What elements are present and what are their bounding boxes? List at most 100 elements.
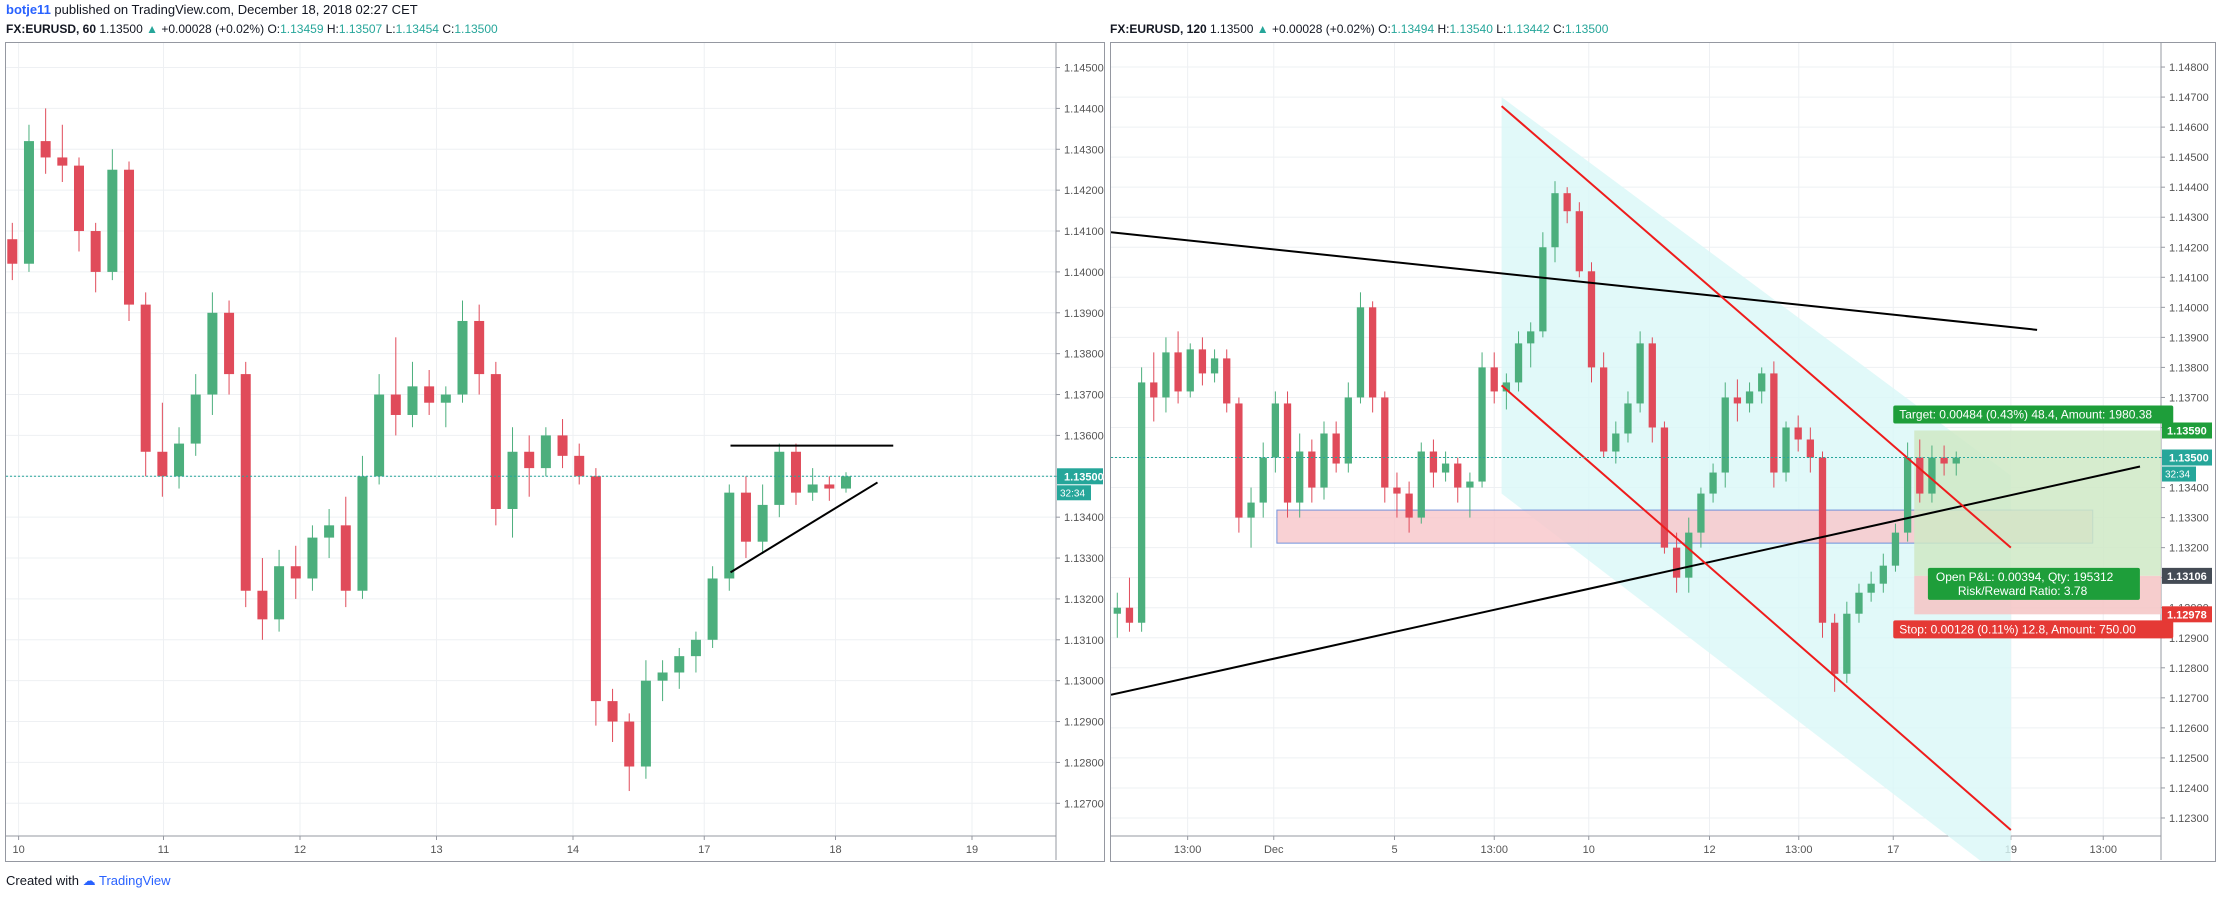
candle-body: [690, 639, 701, 657]
y-tick-label: 1.14300: [2169, 212, 2209, 224]
candle-body: [707, 578, 718, 640]
open-value: 1.13459: [280, 22, 324, 36]
y-tick-label: 1.13100: [1064, 635, 1104, 647]
y-tick-label: 1.13400: [1064, 512, 1104, 524]
candle-body: [1223, 358, 1231, 404]
candle-body: [1162, 352, 1170, 398]
chart-svg-right[interactable]: 1.14800 1.14700 1.14600 1.14500 1.14400 1.143…: [1110, 43, 2215, 885]
candle-body: [40, 141, 51, 158]
candle-body: [1271, 403, 1280, 458]
candle-body: [457, 320, 468, 395]
low-value: 1.13454: [395, 22, 439, 36]
candle-body: [1575, 211, 1583, 272]
candle-body: [1381, 397, 1389, 488]
candle-body: [640, 680, 651, 767]
candle-body: [1916, 457, 1924, 494]
y-tick-label: 1.12600: [2169, 723, 2209, 735]
candle-body: [1198, 349, 1207, 374]
candle-body: [1952, 457, 1960, 464]
symbol-name: FX:EURUSD, 60: [6, 22, 97, 36]
candle-body: [107, 169, 118, 272]
candle-body: [290, 566, 301, 579]
y-tick-label: 1.14100: [1064, 226, 1104, 238]
countdown-tag: [2162, 466, 2196, 482]
target-label-box: [1893, 405, 2174, 424]
candle-body: [73, 165, 84, 232]
last-price-tag: [1057, 468, 1103, 485]
high-value: 1.13540: [1449, 22, 1493, 36]
x-tick-label: 12: [1703, 844, 1715, 856]
x-tick-label: 19: [966, 844, 978, 856]
candle-body: [557, 435, 568, 456]
last-price-tag: [2162, 449, 2212, 466]
candle-body: [674, 656, 685, 673]
created-with-text: Created with: [6, 873, 79, 888]
chart-panel-left[interactable]: 1.14500 1.14400 1.14300 1.14200 1.14100 1.140…: [5, 42, 1105, 862]
y-tick-label: 1.14600: [2169, 122, 2209, 134]
candle-body: [1672, 547, 1681, 578]
stop-label: Stop: 0.00128 (0.11%) 12.8, Amount: 750.…: [1899, 622, 2136, 636]
candle-body: [1818, 457, 1827, 623]
upper-trend-line: [1110, 231, 2038, 331]
candle-body: [174, 443, 185, 477]
candle-body: [590, 476, 601, 702]
candle-body: [1235, 403, 1243, 518]
chart-panel-right[interactable]: 1.14800 1.14700 1.14600 1.14500 1.14400 1.143…: [1110, 42, 2216, 885]
y-tick-label: 1.14300: [1064, 144, 1104, 156]
x-tick-label: 13:00: [2089, 844, 2117, 856]
candle-body: [1867, 583, 1875, 593]
candle-body: [657, 672, 668, 681]
author-link[interactable]: botje11: [6, 2, 51, 17]
candle-body: [490, 374, 501, 509]
price-tag: [2162, 422, 2212, 439]
x-tick-label: 10: [12, 844, 24, 856]
candle-body: [1782, 427, 1790, 473]
footer: Created with ☁ TradingView: [6, 873, 171, 889]
y-tick-label: 1.12400: [2169, 783, 2209, 795]
symbol-name: FX:EURUSD, 120: [1110, 22, 1207, 36]
risk-reward-label: Risk/Reward Ratio: 3.78: [1958, 584, 2088, 598]
y-tick-label: 1.13800: [1064, 349, 1104, 361]
y-tick-label: 1.12900: [2169, 633, 2209, 645]
candle-body: [740, 492, 751, 542]
tradingview-link[interactable]: TradingView: [99, 873, 171, 888]
x-tick-label: 12: [294, 844, 306, 856]
y-tick-label: 1.12700: [1064, 798, 1104, 810]
candle-body: [1721, 397, 1729, 473]
candle-body: [1745, 391, 1754, 404]
chart-svg-left[interactable]: 1.14500 1.14400 1.14300 1.14200 1.14100 1.140…: [6, 43, 1104, 861]
y-tick-label: 1.12500: [2169, 753, 2209, 765]
x-tick-label: 17: [698, 844, 710, 856]
close-value: 1.13500: [1565, 22, 1609, 36]
candle-body: [474, 320, 485, 375]
x-tick-label: 13:00: [1785, 844, 1813, 856]
y-tick-label: 1.14200: [2169, 242, 2209, 254]
candle-body: [90, 231, 101, 272]
candle-body: [1454, 463, 1462, 488]
y-tick-label: 1.14000: [2169, 302, 2209, 314]
open-pnl-label: Open P&L: 0.00394, Qty: 195312: [1936, 570, 2114, 584]
channel-lower-line: [1500, 384, 2012, 831]
candle-body: [1527, 331, 1535, 344]
countdown-tag: [1057, 485, 1091, 501]
x-tick-label: 5: [1391, 844, 1397, 856]
pnl-label-box: [1927, 567, 2140, 600]
candle-body: [1405, 493, 1413, 518]
price-tag: [2162, 567, 2212, 584]
y-tick-label: 1.13900: [1064, 308, 1104, 320]
candle-body: [840, 476, 852, 489]
candle-body: [1891, 532, 1900, 566]
candle-body: [124, 169, 135, 305]
y-tick-label: 1.14100: [2169, 272, 2209, 284]
candle-body: [1624, 403, 1632, 434]
candle-body: [207, 312, 218, 395]
last-price: 1.13500: [99, 22, 143, 36]
candle-body: [240, 374, 251, 591]
open-value: 1.13494: [1390, 22, 1435, 36]
candle-body: [1259, 457, 1267, 503]
candle-body: [607, 701, 618, 722]
y-tick-label: 1.12800: [2169, 663, 2209, 675]
y-tick-label: 1.12800: [1064, 757, 1104, 769]
y-tick-label: 1.14400: [2169, 182, 2209, 194]
candle-body: [257, 590, 268, 620]
